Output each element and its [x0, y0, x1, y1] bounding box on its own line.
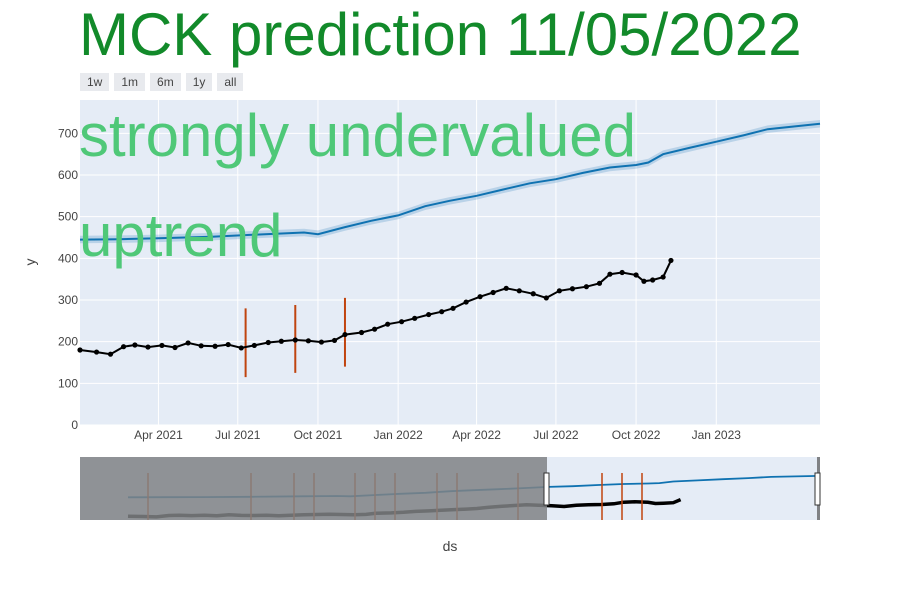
y-tick-label: 600: [58, 168, 78, 182]
range-button-1w[interactable]: 1w: [80, 73, 110, 91]
range-selector: 1w 1m 6m 1y all: [80, 73, 244, 91]
x-tick-label: Jul 2022: [533, 428, 579, 442]
range-slider-left-handle[interactable]: [543, 472, 550, 506]
x-tick-label: Oct 2022: [612, 428, 661, 442]
forecast-band: [80, 120, 820, 244]
chart-title: MCK prediction 11/05/2022: [79, 1, 802, 68]
actual-trace: [79, 259, 672, 356]
x-tick-label: Jan 2022: [373, 428, 423, 442]
range-button-all[interactable]: all: [217, 73, 244, 91]
gridlines: [80, 100, 820, 426]
forecast-line: [79, 122, 821, 241]
y-axis-ticks: 0 100 200 300 400 500 600 700: [58, 126, 78, 432]
actual-points: [77, 257, 674, 357]
range-button-1m[interactable]: 1m: [114, 73, 146, 91]
x-tick-label: Apr 2022: [452, 428, 501, 442]
x-axis-ticks: Apr 2021 Jul 2021 Oct 2021 Jan 2022 Apr 2022…: [134, 428, 741, 442]
x-axis-label: ds: [443, 538, 458, 554]
y-tick-label: 500: [58, 210, 78, 224]
range-slider-right-handle[interactable]: [814, 472, 821, 506]
x-tick-label: Oct 2021: [294, 428, 343, 442]
y-tick-label: 700: [58, 126, 78, 140]
y-tick-label: 400: [58, 251, 78, 265]
plot-area[interactable]: [80, 100, 820, 425]
range-button-6m[interactable]: 6m: [150, 73, 181, 91]
x-tick-label: Apr 2021: [134, 428, 183, 442]
y-tick-label: 200: [58, 335, 78, 349]
forecast-uncertainty-band: [80, 120, 820, 244]
y-tick-label: 0: [71, 418, 78, 432]
x-tick-label: Jul 2021: [215, 428, 261, 442]
forecast-line-group: [79, 122, 821, 241]
y-axis-label: y: [22, 259, 38, 266]
x-tick-label: Jan 2023: [692, 428, 742, 442]
y-tick-label: 300: [58, 293, 78, 307]
range-button-1y[interactable]: 1y: [185, 73, 213, 91]
range-slider-mask: [80, 457, 547, 520]
y-tick-label: 100: [58, 376, 78, 390]
